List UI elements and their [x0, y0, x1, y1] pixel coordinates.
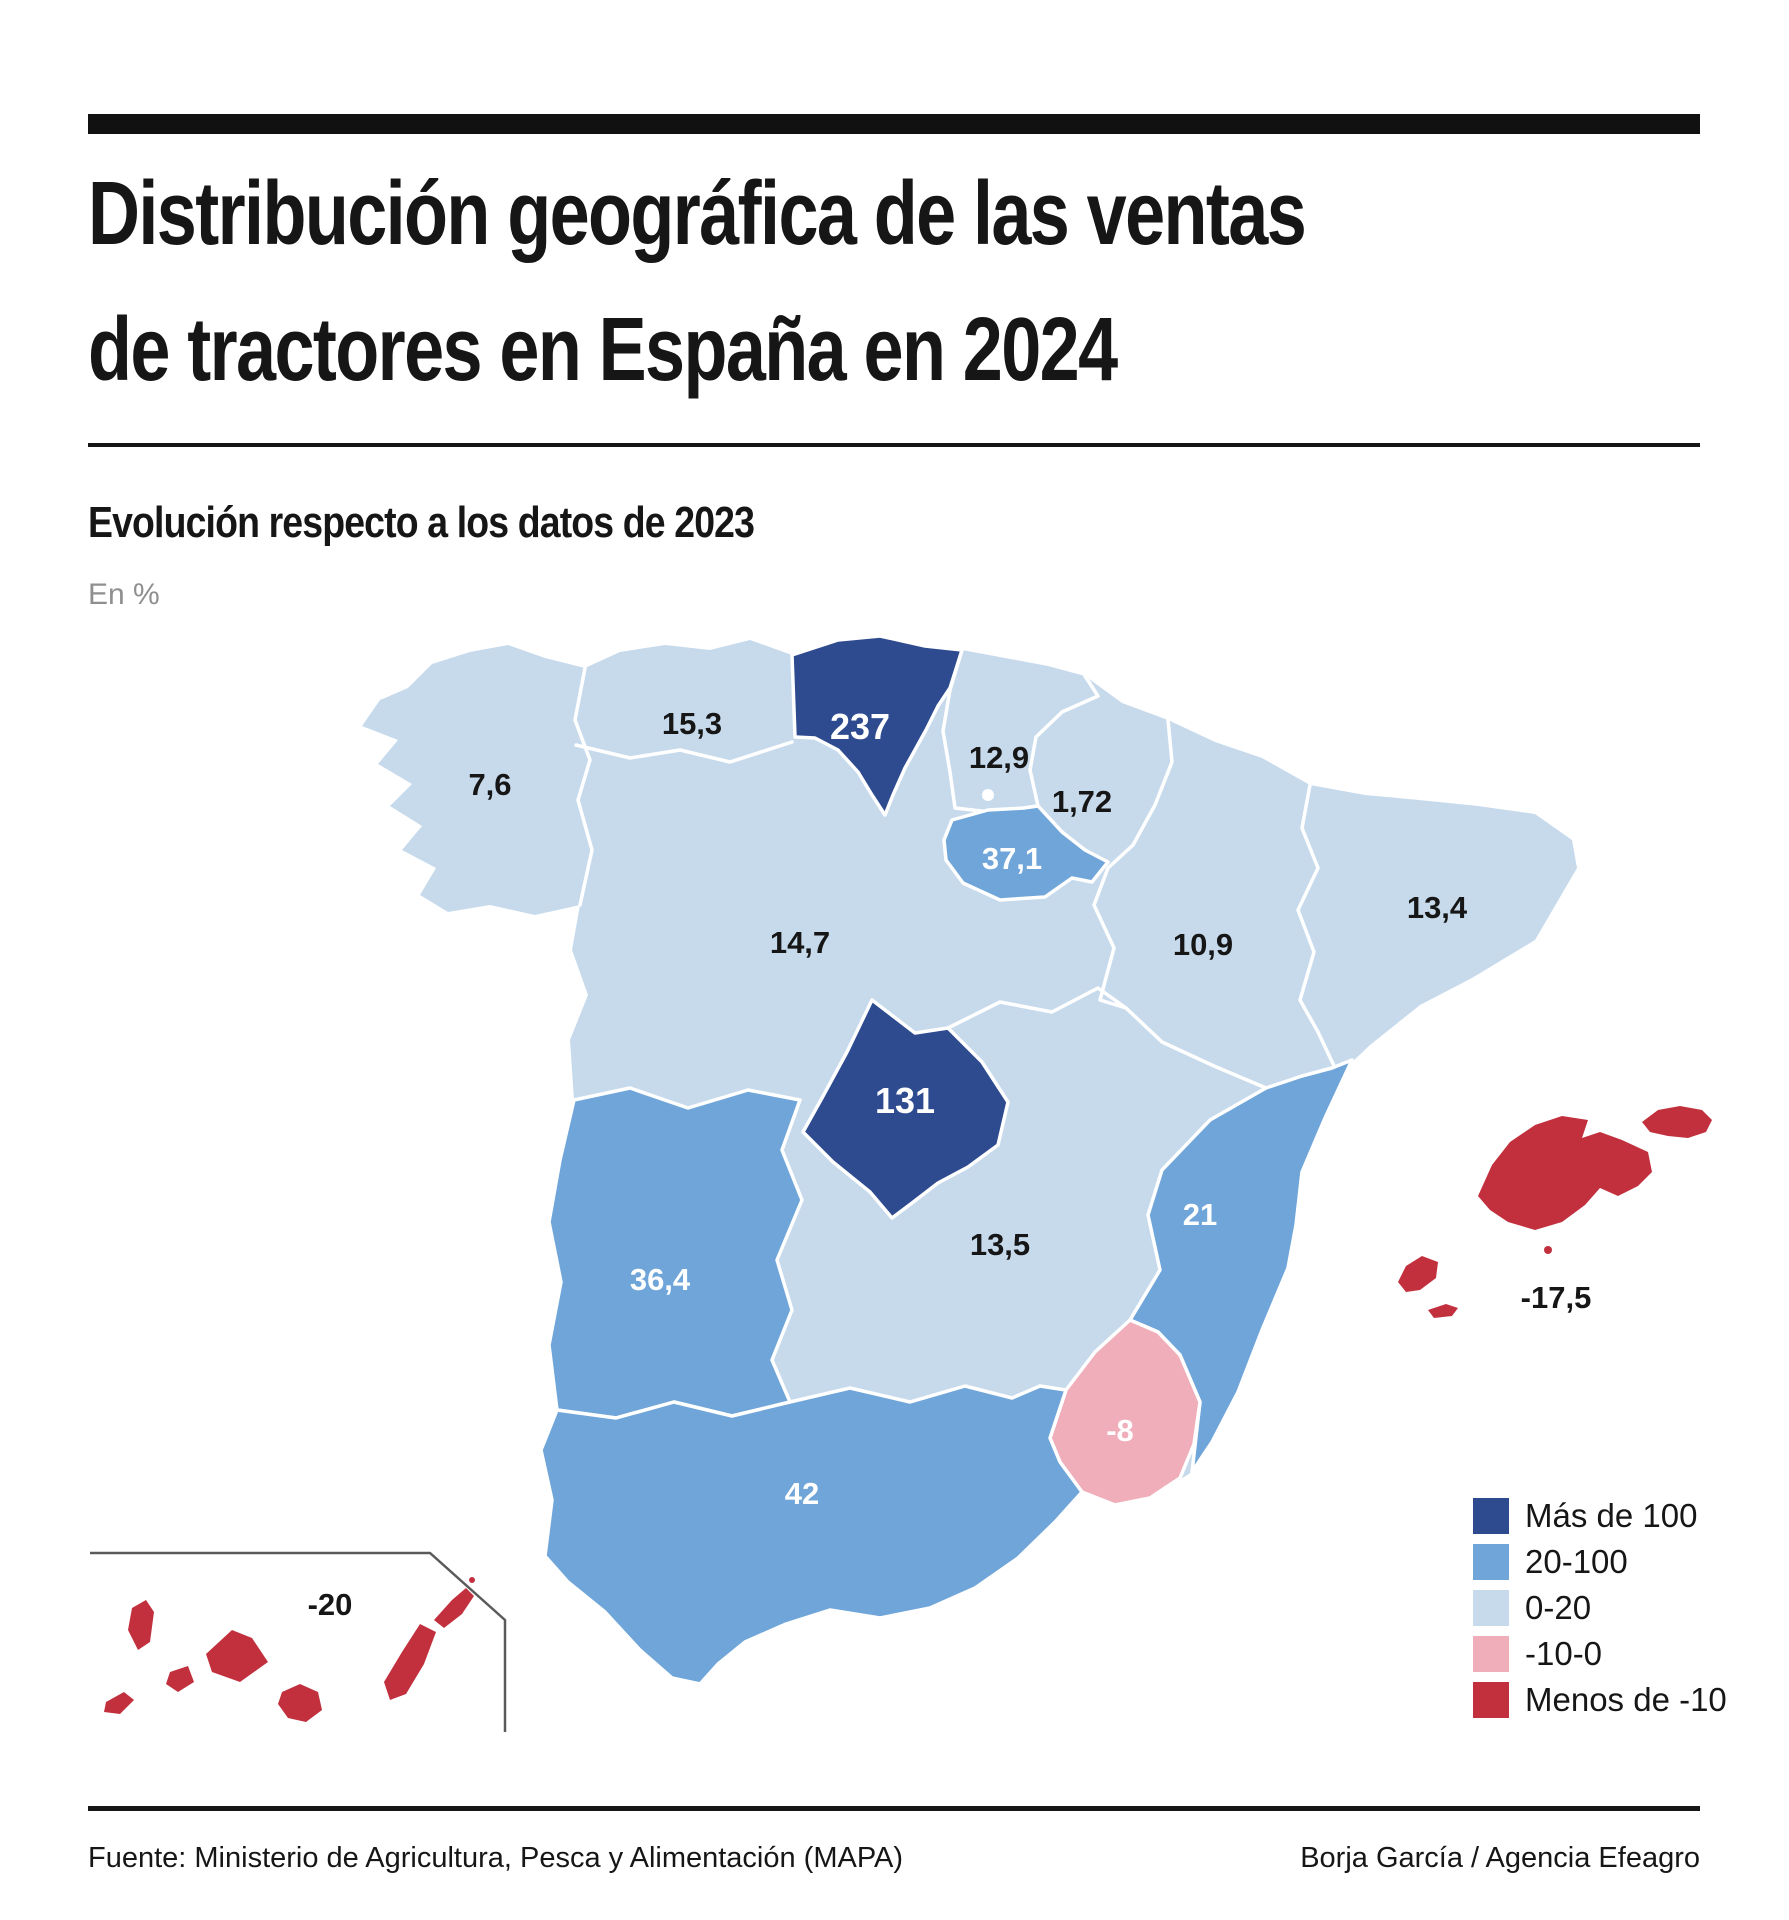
- author-credit: Borja García / Agencia Efeagro: [1300, 1842, 1700, 1874]
- legend-label-20-100: 20-100: [1525, 1543, 1628, 1580]
- island-la-palma: [128, 1600, 154, 1650]
- legend-swatch-neg10-0: [1473, 1636, 1509, 1672]
- legend: Más de 100 20-100 0-20 -10-0 Menos de -1…: [1473, 1497, 1727, 1728]
- island-cabrera: [1544, 1246, 1552, 1254]
- footer: Fuente: Ministerio de Agricultura, Pesca…: [88, 1842, 1700, 1875]
- legend-label-less-neg10: Menos de -10: [1525, 1681, 1727, 1718]
- canarias-inset-frame: [90, 1551, 507, 1732]
- island-formentera: [1428, 1304, 1458, 1318]
- region-label-murcia: -8: [1106, 1413, 1134, 1448]
- island-gran-canaria: [278, 1684, 322, 1722]
- region-canarias-islands: [104, 1577, 475, 1722]
- region-label-navarra: 1,72: [1052, 784, 1112, 819]
- title-divider: [88, 443, 1700, 447]
- title-line-1: Distribución geográfica de las ventas: [88, 164, 1307, 264]
- island-lanzarote: [434, 1588, 474, 1628]
- border-asturias-south: [574, 740, 794, 764]
- island-la-graciosa: [469, 1577, 475, 1583]
- legend-label-neg10-0: -10-0: [1525, 1635, 1603, 1672]
- legend-label-more-100: Más de 100: [1525, 1497, 1698, 1534]
- legend-swatch-20-100: [1473, 1544, 1509, 1580]
- border-aragon-west: [1092, 866, 1128, 1010]
- island-el-hierro: [104, 1692, 134, 1714]
- region-label-cataluna: 13,4: [1407, 890, 1468, 925]
- region-label-comunidad-valenciana: 21: [1183, 1197, 1217, 1232]
- region-label-castilla-y-leon: 14,7: [770, 925, 830, 960]
- island-fuerteventura: [384, 1624, 436, 1700]
- legend-item-less-neg10: Menos de -10: [1473, 1681, 1727, 1718]
- legend-item-neg10-0: -10-0: [1473, 1635, 1727, 1672]
- region-label-castilla-la-mancha: 13,5: [970, 1227, 1030, 1262]
- region-cantabria: [790, 634, 964, 817]
- legend-item-0-20: 0-20: [1473, 1589, 1727, 1626]
- region-madrid: [801, 998, 1010, 1220]
- enclave-trevino: [982, 789, 994, 801]
- legend-item-more-100: Más de 100: [1473, 1497, 1727, 1534]
- region-extremadura: [547, 1086, 804, 1420]
- legend-swatch-0-20: [1473, 1590, 1509, 1626]
- border-galicia-east: [573, 666, 594, 907]
- region-label-pais-vasco: 12,9: [969, 740, 1029, 775]
- island-mallorca: [1478, 1116, 1652, 1230]
- page-title: Distribución geográfica de las ventas de…: [88, 146, 1307, 418]
- region-label-la-rioja: 37,1: [982, 841, 1042, 876]
- border-cyl-clm: [946, 986, 1128, 1030]
- region-label-asturias: 15,3: [662, 706, 722, 741]
- region-label-madrid: 131: [875, 1080, 935, 1121]
- region-label-andalucia: 42: [785, 1476, 819, 1511]
- source-credit: Fuente: Ministerio de Agricultura, Pesca…: [88, 1842, 904, 1874]
- unit-label: En %: [88, 578, 160, 611]
- border-navarra-east: [1106, 718, 1174, 870]
- island-menorca: [1642, 1106, 1712, 1138]
- top-accent-bar: [88, 114, 1700, 134]
- region-label-cantabria: 237: [830, 706, 890, 747]
- region-la-rioja: [942, 804, 1110, 902]
- island-tenerife: [206, 1630, 268, 1682]
- region-label-canarias: -20: [308, 1587, 353, 1622]
- region-label-extremadura: 36,4: [630, 1262, 691, 1297]
- region-baleares-islands: [1398, 1106, 1712, 1318]
- island-ibiza: [1398, 1256, 1438, 1292]
- region-label-aragon: 10,9: [1173, 927, 1233, 962]
- legend-swatch-less-neg10: [1473, 1682, 1509, 1718]
- border-cataluna-aragon: [1296, 783, 1337, 1070]
- legend-item-20-100: 20-100: [1473, 1543, 1727, 1580]
- legend-swatch-more-100: [1473, 1498, 1509, 1534]
- region-label-baleares: -17,5: [1521, 1280, 1592, 1315]
- title-line-2: de tractores en España en 2024: [88, 300, 1118, 400]
- island-la-gomera: [166, 1666, 194, 1692]
- subtitle: Evolución respecto a los datos de 2023: [88, 498, 755, 547]
- border-aragon-clm: [1124, 1006, 1268, 1090]
- region-andalucia: [539, 1384, 1084, 1686]
- legend-label-0-20: 0-20: [1525, 1589, 1592, 1626]
- region-label-galicia: 7,6: [468, 767, 511, 802]
- region-comunidad-valenciana: [1128, 1058, 1354, 1474]
- footer-divider: [88, 1806, 1700, 1811]
